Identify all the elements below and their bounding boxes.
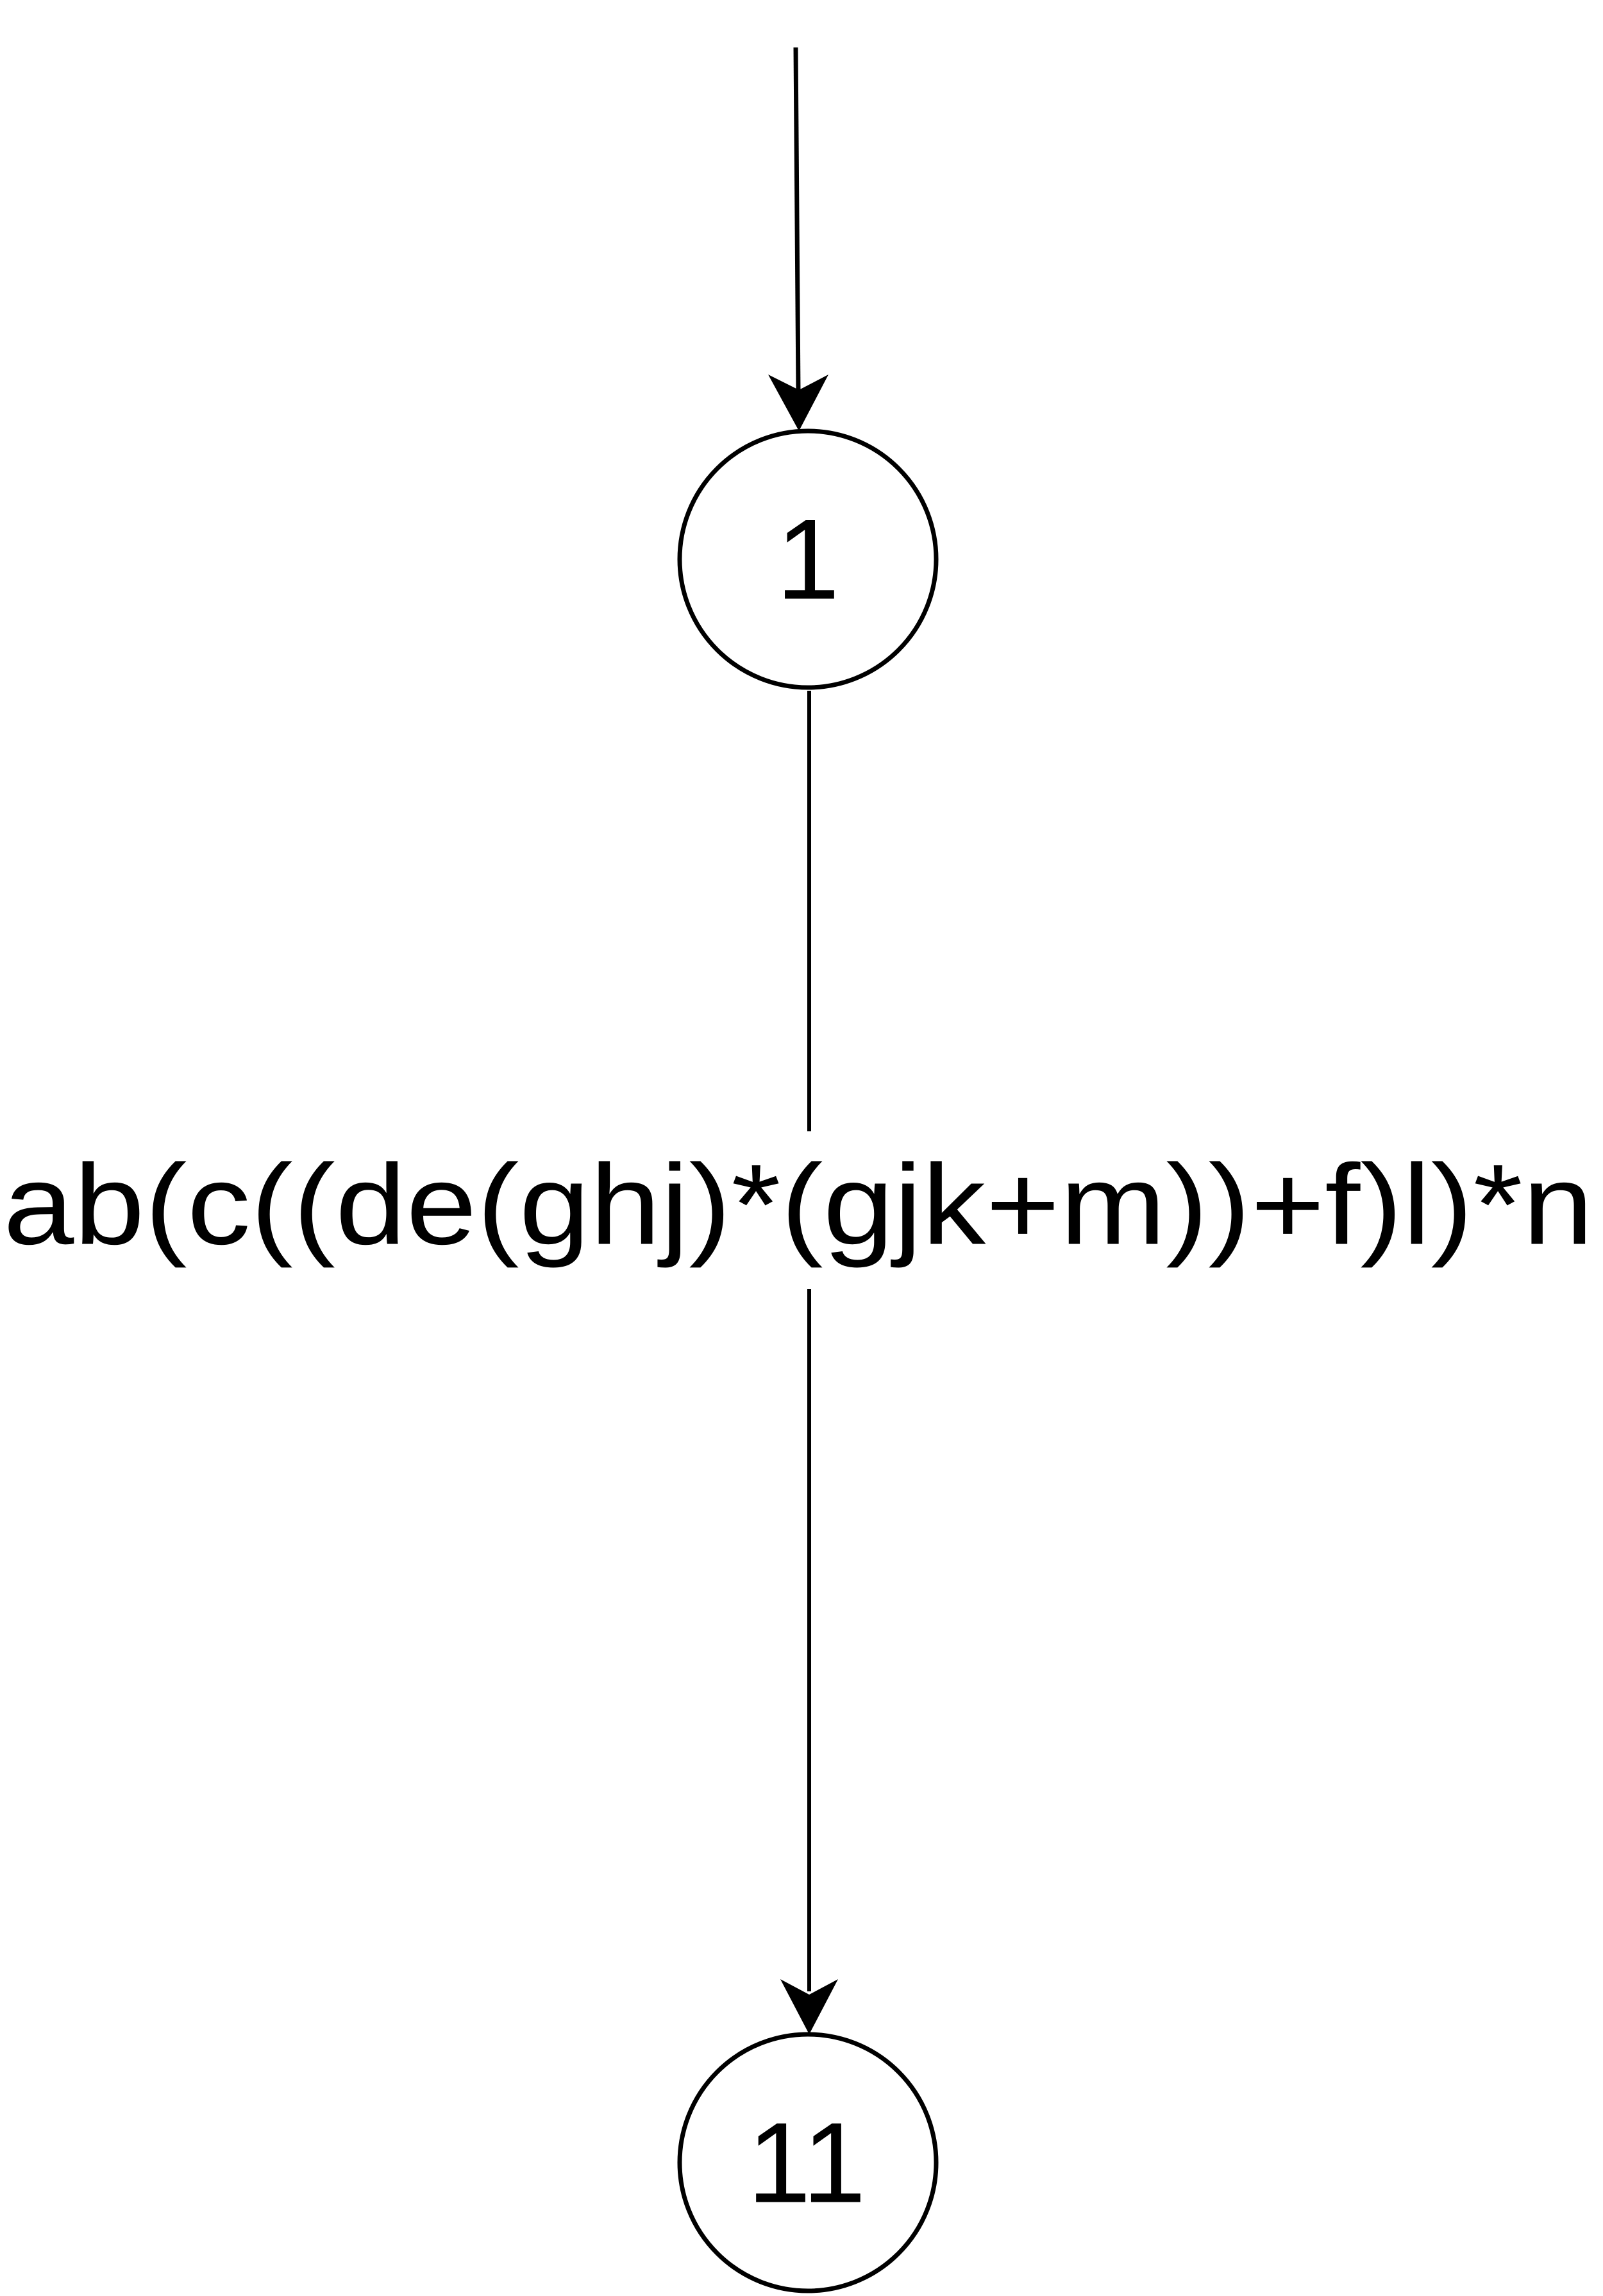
state-node-11-label: 11	[748, 2099, 866, 2227]
state-node-11[interactable]: 11	[677, 2032, 939, 2293]
initial-arrowhead	[768, 375, 828, 431]
transition-label: ab(c((de(ghj)*(gjk+m))+f)l)*n	[3, 1141, 1593, 1269]
transition-1-to-11[interactable]: ab(c((de(ghj)*(gjk+m))+f)l)*n	[3, 691, 1593, 2034]
transition-arrowhead	[780, 1979, 838, 2034]
state-node-1[interactable]: 1	[677, 428, 939, 690]
initial-transition-arrow	[768, 47, 828, 431]
state-node-1-circle	[677, 428, 939, 690]
state-node-11-circle	[677, 2032, 939, 2293]
initial-transition-line	[793, 47, 801, 392]
state-node-1-label: 1	[776, 496, 840, 623]
